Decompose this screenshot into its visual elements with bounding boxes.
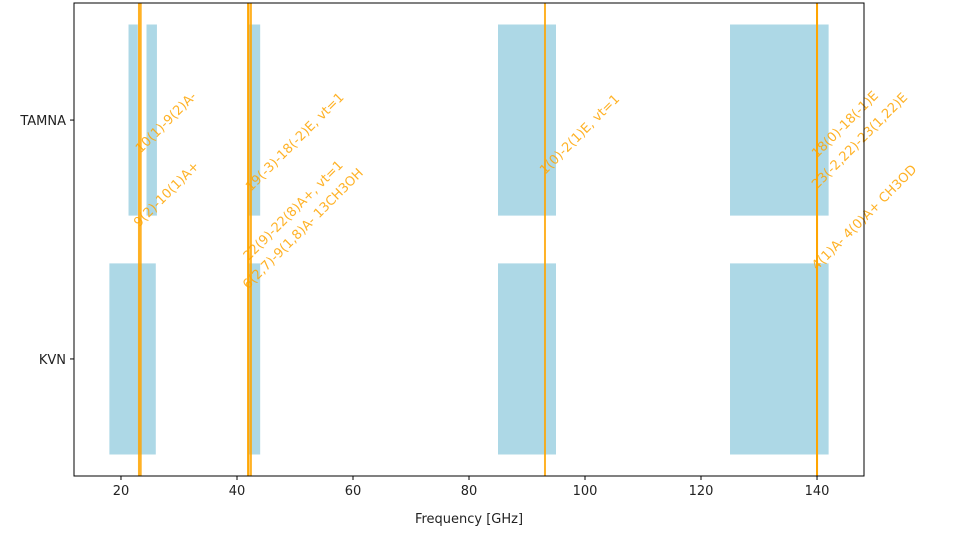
range-bar: [146, 24, 157, 216]
y-tick-label: TAMNA: [19, 114, 66, 129]
x-tick-label: 120: [689, 484, 714, 499]
x-tick-label: 140: [805, 484, 830, 499]
y-tick-label: KVN: [39, 353, 66, 368]
range-bar: [248, 24, 261, 216]
range-bar: [128, 24, 138, 216]
x-tick-label: 40: [229, 484, 246, 499]
x-tick-label: 100: [573, 484, 598, 499]
range-bar: [498, 263, 557, 455]
x-tick-label: 80: [461, 484, 478, 499]
x-tick-label: 20: [113, 484, 130, 499]
x-axis-label: Frequency [GHz]: [415, 512, 523, 527]
range-bar: [248, 263, 261, 455]
range-bar: [498, 24, 557, 216]
line-label: 10(1)-9(2)A-: [133, 89, 200, 156]
range-bar: [730, 24, 829, 216]
range-bar: [109, 263, 156, 455]
line-label: 9(2)-10(1)A+: [131, 159, 203, 231]
x-tick-label: 60: [345, 484, 362, 499]
range-bar: [730, 263, 829, 455]
